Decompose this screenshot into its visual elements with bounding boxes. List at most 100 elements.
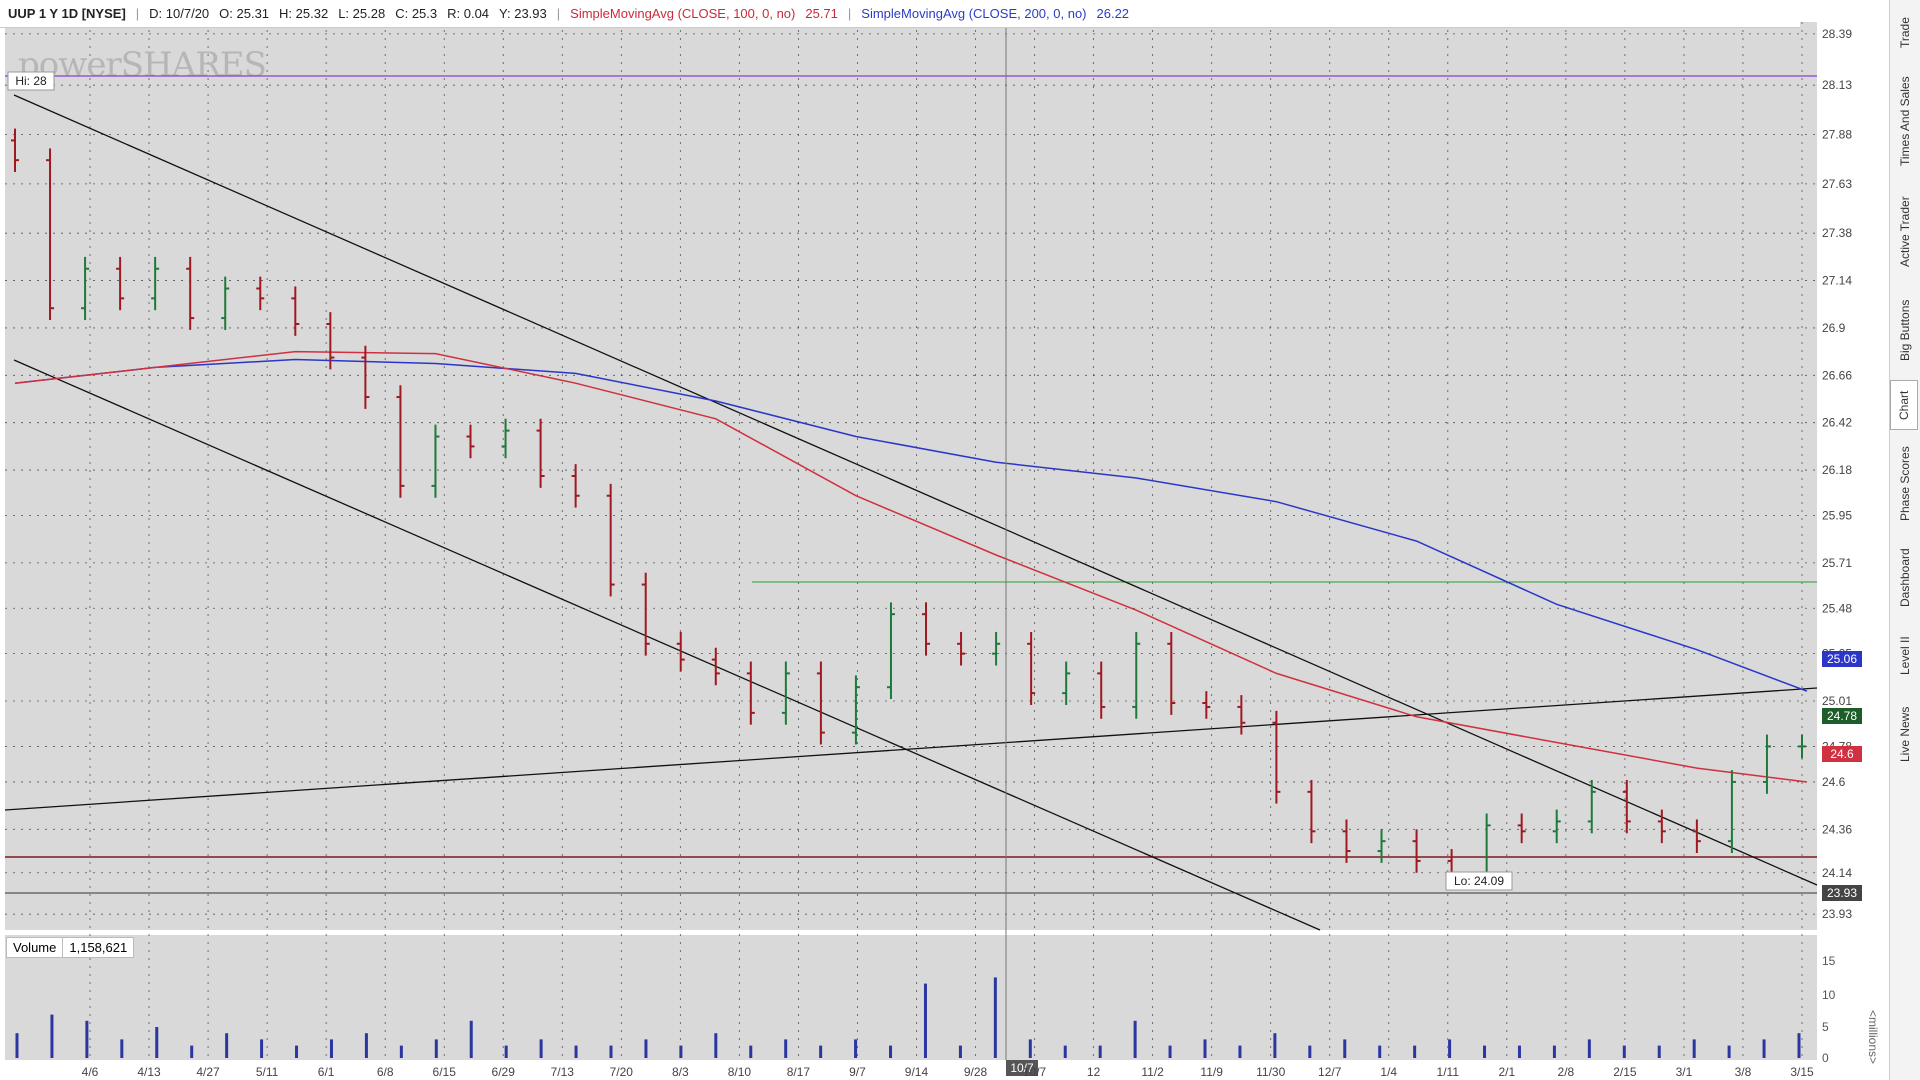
volume-bar [434, 1039, 438, 1058]
price-bar [1762, 734, 1771, 794]
volume-bar [819, 1045, 823, 1058]
sma200-study-label[interactable]: SimpleMovingAvg (CLOSE, 200, 0, no) [861, 6, 1087, 21]
line-tag: 23.93 [1827, 886, 1857, 900]
date-axis: 4/6 4/13 4/27 5/11 6/1 6/8 6/15 6/29 7/13 7/20 8/3… [82, 1065, 1814, 1079]
price-bar [711, 647, 720, 686]
high-readout: H: 25.32 [279, 6, 329, 21]
date-tick-label: 8/3 [672, 1065, 689, 1079]
crosshair-date: 10/7 [1010, 1061, 1034, 1075]
volume-readout: Volume 1,158,621 [6, 937, 135, 958]
range-readout: R: 0.04 [447, 6, 490, 21]
volume-bar [854, 1039, 858, 1058]
last-price-tag-box [1822, 708, 1862, 724]
volume-bar [1343, 1039, 1347, 1058]
tab-level-ii[interactable]: Level II [1898, 636, 1912, 676]
tab-times-and-sales[interactable]: Times And Sales [1898, 76, 1912, 166]
price-bar [1692, 819, 1701, 854]
tab-big-buttons[interactable]: Big Buttons [1898, 299, 1912, 361]
volume-bar [364, 1033, 368, 1058]
price-bar [1167, 631, 1176, 715]
volume-bar [1552, 1045, 1556, 1058]
volume-bar [1692, 1039, 1696, 1058]
price-bar [746, 661, 755, 725]
volume-value: 1,158,621 [62, 938, 133, 957]
volume-bar [784, 1039, 788, 1058]
price-bar [886, 602, 895, 700]
date-tick-label: 9/7 [849, 1065, 866, 1079]
price-bar [641, 572, 650, 656]
price-bar [851, 675, 860, 745]
date-tick-label: 8/10 [728, 1065, 752, 1079]
date-tick-label: 7/13 [551, 1065, 575, 1079]
volume-bar [120, 1039, 124, 1058]
price-tick-label: 25.01 [1822, 694, 1852, 708]
price-axis: 28.39 28.13 27.88 27.63 27.38 27.14 26.9 26.66 2… [1822, 27, 1852, 921]
price-bar [221, 276, 230, 330]
volume-bar [260, 1039, 264, 1058]
price-tick-label: 24.6 [1822, 775, 1846, 789]
lo-callout-box [1445, 871, 1513, 891]
volume-bar [155, 1027, 159, 1058]
tab-dashboard[interactable]: Dashboard [1898, 548, 1912, 608]
volume-label: Volume [13, 940, 57, 955]
price-bar [992, 631, 1001, 666]
sma100-study-label[interactable]: SimpleMovingAvg (CLOSE, 100, 0, no) [570, 6, 796, 21]
price-bar [571, 464, 580, 508]
price-bar [536, 418, 545, 488]
price-bar [1622, 779, 1631, 834]
volume-bar [1448, 1039, 1452, 1058]
hi-callout: Hi: 28 [15, 74, 47, 88]
sma100-tag: 24.6 [1830, 747, 1854, 761]
price-bar [957, 631, 966, 666]
tab-chart[interactable]: Chart [1890, 380, 1918, 430]
tab-phase-scores[interactable]: Phase Scores [1898, 446, 1912, 522]
volume-bar [329, 1039, 333, 1058]
trend-line-rising [4, 687, 1818, 811]
price-bar [781, 661, 790, 725]
price-tick-label: 26.18 [1822, 463, 1852, 477]
date-tick-label: 6/1 [318, 1065, 335, 1079]
volume-bar [1517, 1045, 1521, 1058]
price-bar [1412, 829, 1421, 873]
date-tick-label: 9/14 [905, 1065, 929, 1079]
volume-bar [1168, 1045, 1172, 1058]
price-bar [1237, 695, 1246, 735]
volume-bar [714, 1033, 718, 1058]
volume-bar [190, 1045, 194, 1058]
tab-active-trader[interactable]: Active Trader [1898, 196, 1912, 268]
hi-callout-box [7, 71, 55, 91]
volume-bar [993, 977, 997, 1058]
sma100-study-value: 25.71 [805, 6, 838, 21]
open-readout: O: 25.31 [219, 6, 270, 21]
price-bar [922, 602, 931, 656]
tab-live-news[interactable]: Live News [1898, 706, 1912, 762]
date-tick-label: 2/1 [1498, 1065, 1515, 1079]
grid [5, 22, 1817, 1060]
price-tick-label: 27.38 [1822, 226, 1852, 240]
volume-bar [1098, 1045, 1102, 1058]
tab-trade[interactable]: Trade [1898, 17, 1912, 49]
price-tick-label: 24.36 [1822, 822, 1852, 836]
price-tick-label: 28.39 [1822, 27, 1852, 41]
price-tick-label: 26.9 [1822, 321, 1846, 335]
sma200-study-value: 26.22 [1096, 6, 1130, 21]
volume-bar [1273, 1033, 1277, 1058]
watermark: powerSHARES [18, 45, 266, 85]
price-bar [1027, 631, 1036, 705]
date-tick-label: 9/28 [964, 1065, 988, 1079]
date-tick-label: 3/15 [1790, 1065, 1814, 1079]
symbol-label[interactable]: UUP 1 Y 1D [NYSE] [8, 6, 126, 21]
price-tick-label: 23.93 [1822, 907, 1852, 921]
lo-callout: Lo: 24.09 [1454, 874, 1504, 888]
volume-bar [1238, 1045, 1242, 1058]
line-tag-box [1822, 885, 1862, 901]
volume-bar [1378, 1045, 1382, 1058]
price-bar [816, 661, 825, 745]
date-tick-label: 4/6 [82, 1065, 99, 1079]
date-tick-label: 2/8 [1558, 1065, 1575, 1079]
close-readout: C: 25.3 [395, 6, 438, 21]
price-tick-label: 27.88 [1822, 128, 1852, 142]
sma200-line [14, 358, 1808, 692]
date-tick-label: 11/30 [1256, 1065, 1285, 1079]
